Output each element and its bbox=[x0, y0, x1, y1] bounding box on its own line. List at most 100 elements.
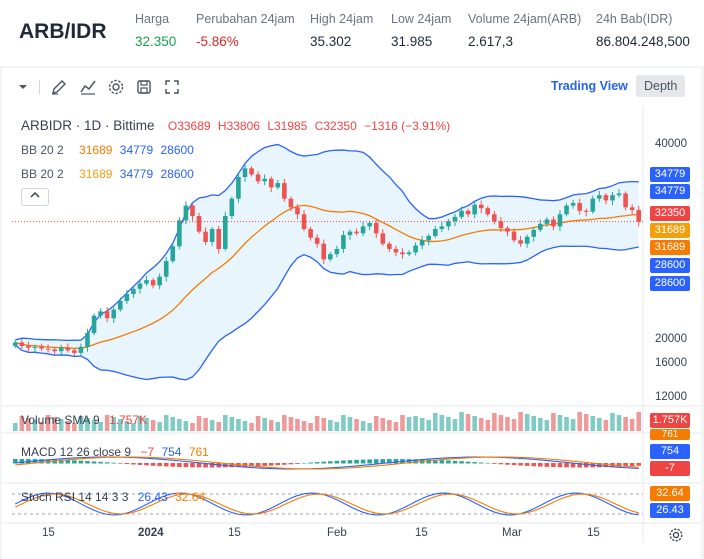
stat-label: Low 24jam bbox=[391, 12, 452, 26]
candle bbox=[564, 205, 569, 215]
macd-hist-bar bbox=[334, 460, 340, 464]
pair-title: ARB/IDR bbox=[19, 20, 107, 43]
bb-fill bbox=[15, 144, 639, 380]
tab-depth[interactable]: Depth bbox=[636, 75, 686, 97]
candle bbox=[354, 231, 359, 234]
volume-bar bbox=[544, 420, 550, 431]
price-axis-label: 16000 bbox=[655, 357, 687, 369]
bb-basis: 31689 bbox=[79, 143, 113, 157]
macd-hist-bar bbox=[39, 459, 44, 464]
volume-bar bbox=[209, 420, 215, 431]
market-header: ARB/IDR Harga 32.350 Perubahan 24jam -5.… bbox=[0, 0, 704, 66]
candle bbox=[498, 221, 504, 229]
chart-card: Trading View Depth ARBIDR · 1D · Bittime… bbox=[2, 68, 701, 559]
candle bbox=[406, 252, 412, 255]
tab-trading-view[interactable]: Trading View bbox=[551, 79, 628, 93]
pencil-icon[interactable] bbox=[50, 78, 68, 96]
macd-hist-bar bbox=[170, 463, 176, 467]
macd-hist-bar bbox=[183, 463, 189, 468]
candle bbox=[472, 204, 477, 215]
volume-bar bbox=[98, 422, 103, 431]
macd-hist-bar bbox=[432, 459, 438, 464]
bb-legend-1[interactable]: BB 20 2 31689 34779 28600 bbox=[21, 143, 194, 157]
stat-label: Perubahan 24jam bbox=[196, 12, 295, 26]
candle bbox=[85, 333, 90, 347]
bb-lower-line bbox=[14, 245, 639, 381]
volume-bar bbox=[288, 417, 294, 431]
volume-bar bbox=[623, 417, 628, 431]
volume-bar bbox=[557, 415, 563, 431]
fullscreen-icon[interactable] bbox=[163, 78, 181, 96]
macd-hist-bar bbox=[282, 463, 287, 465]
macd-hist-bar bbox=[301, 462, 307, 464]
chart-toolbar: Trading View Depth bbox=[2, 68, 701, 106]
candle bbox=[282, 183, 287, 199]
stoch-k-line bbox=[15, 492, 639, 516]
candle bbox=[301, 214, 307, 229]
volume-bar bbox=[590, 416, 596, 431]
candle bbox=[314, 237, 320, 244]
volume-bar bbox=[268, 420, 274, 431]
stat-value: 2.617,3 bbox=[468, 34, 514, 49]
price-axis-label: 12000 bbox=[655, 391, 687, 403]
date-axis-label: 15 bbox=[228, 527, 241, 539]
macd-hist-bar bbox=[295, 463, 300, 464]
macd-hist-bar bbox=[485, 462, 491, 464]
candle bbox=[570, 203, 576, 206]
volume-bar bbox=[419, 418, 425, 431]
candle bbox=[551, 219, 556, 227]
macd-hist-bar bbox=[144, 463, 149, 466]
collapse-legend-button[interactable] bbox=[21, 188, 49, 206]
macd-hist-bar bbox=[262, 463, 267, 466]
candle bbox=[400, 252, 405, 255]
candle bbox=[380, 233, 386, 244]
candle bbox=[78, 346, 84, 353]
date-axis-label: Mar bbox=[502, 527, 522, 539]
macd-signal-value: 761 bbox=[188, 445, 209, 459]
stoch-d-line bbox=[15, 493, 639, 515]
volume-legend[interactable]: Volume SMA 9 1.757K bbox=[21, 413, 147, 427]
macd-hist-bar bbox=[603, 463, 609, 468]
save-icon[interactable] bbox=[135, 78, 153, 96]
candle bbox=[537, 223, 543, 230]
candle bbox=[163, 261, 169, 277]
volume-bar bbox=[406, 417, 412, 431]
gear-icon[interactable] bbox=[107, 78, 125, 96]
settings-gear-icon[interactable] bbox=[668, 527, 684, 543]
stoch-label: Stoch RSI 14 14 3 3 bbox=[21, 490, 129, 504]
candle bbox=[603, 195, 609, 201]
macd-hist-bar bbox=[426, 459, 432, 464]
macd-line-value: 754 bbox=[161, 445, 182, 459]
stoch-legend[interactable]: Stoch RSI 14 14 3 3 26.43 32.64 bbox=[21, 490, 205, 504]
macd-hist-bar bbox=[465, 461, 471, 464]
indicator-icon[interactable] bbox=[79, 78, 97, 96]
stat-label: Harga bbox=[135, 12, 170, 26]
stat-value: 86.804.248,500 bbox=[596, 34, 690, 49]
bb-legend-2[interactable]: BB 20 2 31689 34779 28600 bbox=[21, 167, 194, 181]
macd-hist-bar bbox=[249, 463, 254, 467]
volume-bar bbox=[393, 422, 399, 431]
volume-bar bbox=[58, 419, 64, 431]
macd-legend[interactable]: MACD 12 26 close 9 −7 754 761 bbox=[21, 445, 209, 459]
macd-hist-bar bbox=[354, 459, 359, 464]
macd-hist-bar bbox=[91, 461, 97, 464]
macd-hist-bar bbox=[511, 463, 517, 466]
candle bbox=[341, 235, 346, 249]
macd-hist-bar bbox=[360, 459, 366, 464]
candle bbox=[610, 195, 615, 201]
candle bbox=[485, 208, 491, 215]
stat-label: High 24jam bbox=[310, 12, 374, 26]
macd-hist-bar bbox=[636, 463, 642, 466]
macd-hist-bar bbox=[268, 463, 274, 466]
macd-hist-bar bbox=[498, 463, 504, 465]
price-chart[interactable] bbox=[2, 68, 701, 559]
bb-upper: 34779 bbox=[119, 167, 154, 181]
candle bbox=[104, 311, 110, 319]
chevron-down-icon[interactable] bbox=[14, 78, 32, 96]
stat-label: 24h Bab(IDR) bbox=[596, 12, 673, 26]
price-tag-bb-lower: 28600 bbox=[650, 258, 690, 273]
macd-hist-value: −7 bbox=[140, 445, 155, 459]
volume-bar bbox=[341, 415, 346, 431]
volume-bar bbox=[570, 419, 576, 431]
